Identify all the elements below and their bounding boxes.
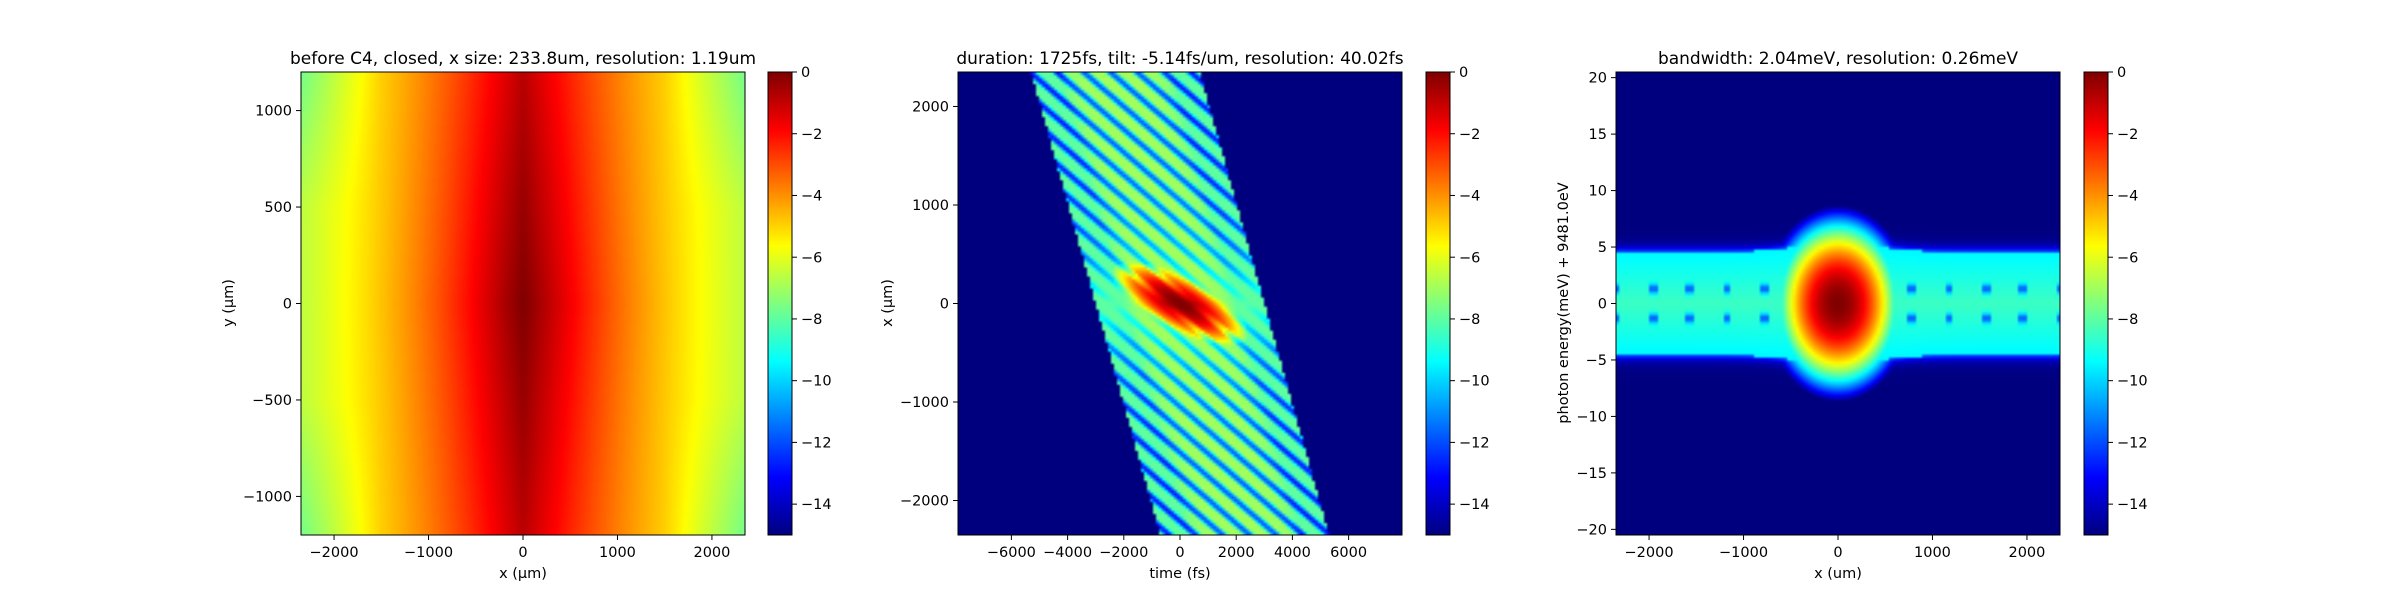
panel-1-colorbar: 0 −2 −4 −6 −8 −10 −12 −14 bbox=[767, 65, 832, 536]
y-tick-label: 20 bbox=[1589, 71, 1607, 87]
x-tick-label: −6000 bbox=[987, 545, 1036, 561]
x-tick-label: 2000 bbox=[1218, 545, 1255, 561]
x-tick-label: 6000 bbox=[1330, 545, 1367, 561]
y-tick-label: −2000 bbox=[900, 494, 949, 510]
colorbar-tick-label: −10 bbox=[801, 374, 832, 390]
colorbar-tick-label: −6 bbox=[2117, 250, 2138, 266]
colorbar-tick-label: −6 bbox=[801, 250, 822, 266]
panel-3-heatmap bbox=[1615, 71, 2061, 536]
panel-3: bandwidth: 2.04meV, resolution: 0.26meV … bbox=[1556, 49, 2148, 582]
colorbar-tick-label: −2 bbox=[801, 127, 822, 143]
y-tick-label: 0 bbox=[283, 297, 292, 313]
colorbar-tick-label: 0 bbox=[2117, 65, 2126, 81]
panel-3-colorbar-ticks: 0 −2 −4 −6 −8 −10 −12 −14 bbox=[2108, 65, 2148, 513]
panel-2-colorbar-strip bbox=[1425, 71, 1451, 536]
panel-2-heatmap bbox=[957, 71, 1403, 536]
panel-2-x-axis-label: time (fs) bbox=[1149, 566, 1210, 582]
y-tick-label: 2000 bbox=[912, 100, 949, 116]
x-tick-label: 2000 bbox=[2008, 545, 2045, 561]
panel-3-heatmap-image bbox=[1616, 72, 2060, 535]
panel-2-y-ticks: −2000 −1000 0 1000 2000 bbox=[900, 100, 958, 510]
colorbar-tick-label: −6 bbox=[1459, 250, 1480, 266]
x-tick-label: 2000 bbox=[693, 545, 730, 561]
panel-1-heatmap-image bbox=[301, 72, 745, 535]
x-tick-label: −2000 bbox=[1099, 545, 1148, 561]
y-tick-label: 0 bbox=[1598, 297, 1607, 313]
colorbar-tick-label: 0 bbox=[1459, 65, 1468, 81]
panel-2-colorbar-ticks: 0 −2 −4 −6 −8 −10 −12 −14 bbox=[1450, 65, 1490, 513]
panel-3-y-axis-label: photon energy(meV) + 9481.0eV bbox=[1556, 182, 1572, 423]
y-tick-label: 1000 bbox=[255, 104, 292, 120]
panel-1-x-axis-label: x (μm) bbox=[499, 566, 547, 582]
panel-3-x-ticks: −2000 −1000 0 1000 2000 bbox=[1625, 535, 2045, 561]
colorbar-tick-label: −8 bbox=[801, 312, 822, 328]
colorbar-tick-label: −12 bbox=[2117, 435, 2148, 451]
colorbar-tick-label: −8 bbox=[2117, 312, 2138, 328]
panel-1-colorbar-ticks: 0 −2 −4 −6 −8 −10 −12 −14 bbox=[792, 65, 832, 513]
colorbar-tick-label: −4 bbox=[801, 189, 822, 205]
x-tick-label: 0 bbox=[1833, 545, 1842, 561]
y-tick-label: 15 bbox=[1589, 127, 1607, 143]
x-tick-label: 1000 bbox=[1914, 545, 1951, 561]
y-tick-label: 10 bbox=[1589, 184, 1607, 200]
y-tick-label: 0 bbox=[940, 297, 949, 313]
y-tick-label: −10 bbox=[1576, 410, 1607, 426]
colorbar-tick-label: −14 bbox=[1459, 497, 1490, 513]
panel-2-heatmap-image bbox=[958, 72, 1402, 535]
panel-2-title: duration: 1725fs, tilt: -5.14fs/um, reso… bbox=[956, 49, 1403, 69]
x-tick-label: 0 bbox=[1175, 545, 1184, 561]
panel-1-y-axis-label: y (μm) bbox=[221, 279, 237, 327]
y-tick-label: −5 bbox=[1586, 353, 1607, 369]
y-tick-label: −500 bbox=[252, 393, 292, 409]
colorbar-tick-label: −2 bbox=[2117, 127, 2138, 143]
panel-2: duration: 1725fs, tilt: -5.14fs/um, reso… bbox=[880, 49, 1490, 582]
colorbar-tick-label: −10 bbox=[2117, 374, 2148, 390]
panel-3-y-ticks: −20 −15 −10 −5 0 5 10 15 20 bbox=[1576, 71, 1616, 538]
panel-1-x-ticks: −2000 −1000 0 1000 2000 bbox=[310, 535, 730, 561]
y-tick-label: 1000 bbox=[912, 198, 949, 214]
panel-2-y-axis-label: x (μm) bbox=[880, 279, 896, 327]
panel-3-x-axis-label: x (um) bbox=[1814, 566, 1862, 582]
x-tick-label: −2000 bbox=[310, 545, 359, 561]
panel-3-title: bandwidth: 2.04meV, resolution: 0.26meV bbox=[1658, 49, 2018, 69]
colorbar-tick-label: −10 bbox=[1459, 374, 1490, 390]
panel-1-colorbar-strip bbox=[767, 71, 793, 536]
x-tick-label: 0 bbox=[518, 545, 527, 561]
x-tick-label: 4000 bbox=[1274, 545, 1311, 561]
panel-1-heatmap bbox=[300, 71, 746, 536]
y-tick-label: −1000 bbox=[243, 489, 292, 505]
colorbar-tick-label: −14 bbox=[2117, 497, 2148, 513]
colorbar-tick-label: 0 bbox=[801, 65, 810, 81]
y-tick-label: 500 bbox=[264, 200, 292, 216]
y-tick-label: −20 bbox=[1576, 522, 1607, 538]
colorbar-tick-label: −2 bbox=[1459, 127, 1480, 143]
y-tick-label: 5 bbox=[1598, 240, 1607, 256]
x-tick-label: 1000 bbox=[599, 545, 636, 561]
panel-1-y-ticks: −1000 −500 0 500 1000 bbox=[243, 104, 301, 505]
y-tick-label: −15 bbox=[1576, 466, 1607, 482]
panel-3-colorbar: 0 −2 −4 −6 −8 −10 −12 −14 bbox=[2083, 65, 2148, 536]
y-tick-label: −1000 bbox=[900, 395, 949, 411]
x-tick-label: −2000 bbox=[1625, 545, 1674, 561]
panel-2-colorbar: 0 −2 −4 −6 −8 −10 −12 −14 bbox=[1425, 65, 1490, 536]
colorbar-tick-label: −8 bbox=[1459, 312, 1480, 328]
colorbar-tick-label: −12 bbox=[1459, 435, 1490, 451]
colorbar-tick-label: −4 bbox=[2117, 189, 2138, 205]
panel-1: before C4, closed, x size: 233.8um, reso… bbox=[221, 49, 832, 582]
x-tick-label: −1000 bbox=[404, 545, 453, 561]
panel-2-x-ticks: −6000 −4000 −2000 0 2000 4000 6000 bbox=[987, 535, 1367, 561]
colorbar-tick-label: −14 bbox=[801, 497, 832, 513]
x-tick-label: −4000 bbox=[1043, 545, 1092, 561]
panel-3-colorbar-strip bbox=[2083, 71, 2109, 536]
x-tick-label: −1000 bbox=[1719, 545, 1768, 561]
colorbar-tick-label: −12 bbox=[801, 435, 832, 451]
panel-1-title: before C4, closed, x size: 233.8um, reso… bbox=[290, 49, 756, 69]
colorbar-tick-label: −4 bbox=[1459, 189, 1480, 205]
